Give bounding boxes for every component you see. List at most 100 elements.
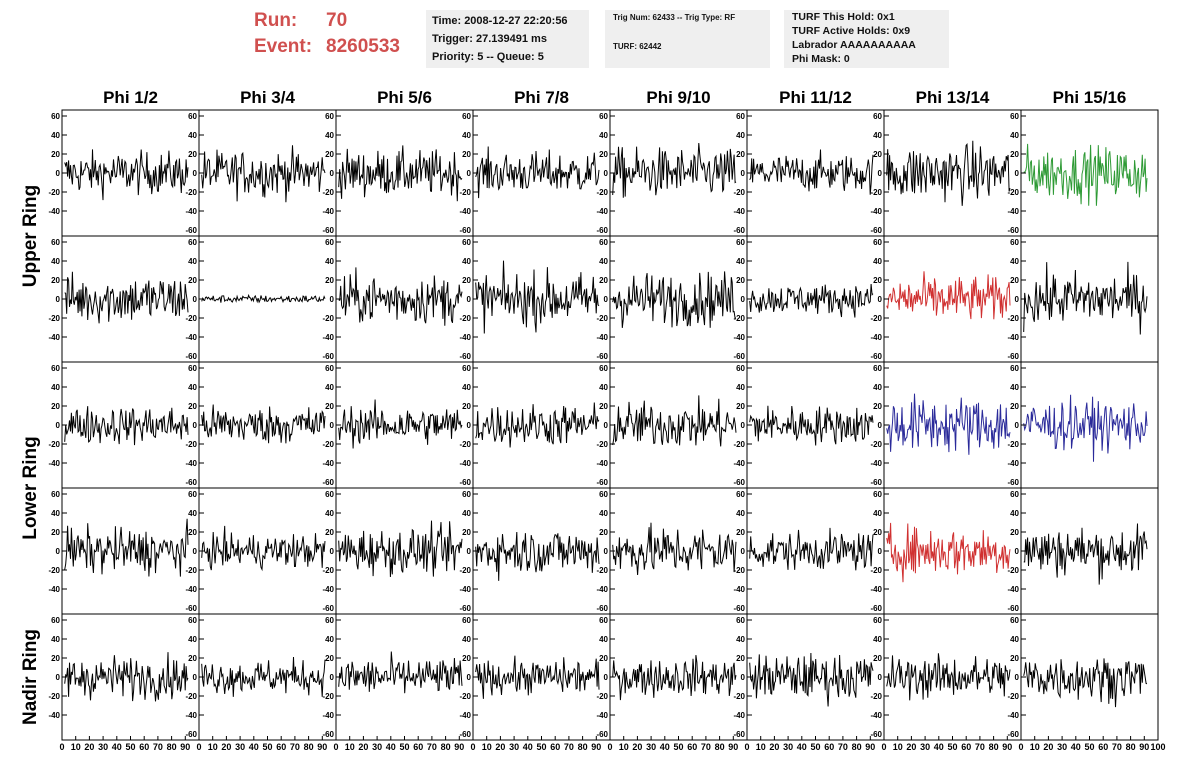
y-tick-label: -40 bbox=[1007, 711, 1019, 720]
y-tick-label: 40 bbox=[736, 509, 745, 518]
y-tick-label: 0 bbox=[604, 169, 609, 178]
y-tick-label: 20 bbox=[51, 402, 60, 411]
y-tick-label: 20 bbox=[462, 150, 471, 159]
x-tick-label: 90 bbox=[1139, 742, 1149, 752]
y-tick-label: 0 bbox=[330, 547, 335, 556]
y-tick-label: -20 bbox=[596, 188, 608, 197]
y-tick-label: -40 bbox=[48, 207, 60, 216]
column-header: Phi 3/4 bbox=[240, 88, 295, 107]
x-tick-label: 40 bbox=[249, 742, 259, 752]
y-tick-label: 0 bbox=[878, 547, 883, 556]
x-tick-label: 80 bbox=[578, 742, 588, 752]
y-tick-label: -20 bbox=[48, 440, 60, 449]
y-tick-label: 0 bbox=[604, 547, 609, 556]
waveform-trace bbox=[338, 520, 463, 578]
waveform-trace bbox=[612, 522, 737, 576]
y-tick-label: 40 bbox=[873, 383, 882, 392]
y-tick-label: -60 bbox=[596, 226, 608, 235]
waveform-trace bbox=[201, 525, 326, 572]
time-line: Time: 2008-12-27 22:20:56 bbox=[432, 15, 568, 27]
y-tick-label: 20 bbox=[599, 528, 608, 537]
waveform-trace bbox=[749, 527, 874, 571]
y-tick-label: 40 bbox=[51, 131, 60, 140]
run-label: Run: bbox=[254, 10, 298, 31]
y-tick-label: -20 bbox=[185, 314, 197, 323]
y-tick-label: 60 bbox=[1010, 490, 1019, 499]
x-tick-label: 10 bbox=[208, 742, 218, 752]
y-tick-label: 0 bbox=[193, 421, 198, 430]
y-tick-label: 20 bbox=[873, 402, 882, 411]
y-tick-label: 0 bbox=[467, 421, 472, 430]
y-tick-label: -60 bbox=[870, 730, 882, 739]
y-tick-label: 20 bbox=[736, 276, 745, 285]
y-tick-label: 0 bbox=[330, 169, 335, 178]
y-tick-label: 40 bbox=[1010, 131, 1019, 140]
trig-num-line: Trig Num: 62433 -- Trig Type: RF bbox=[613, 13, 736, 22]
x-tick-label: 70 bbox=[564, 742, 574, 752]
y-tick-label: 60 bbox=[1010, 112, 1019, 121]
x-tick-label: 80 bbox=[304, 742, 314, 752]
trig-info-box: Trig Num: 62433 -- Trig Type: RF TURF: 6… bbox=[605, 10, 770, 68]
y-tick-label: -40 bbox=[596, 585, 608, 594]
y-tick-label: 40 bbox=[1010, 383, 1019, 392]
y-tick-label: -40 bbox=[870, 333, 882, 342]
y-tick-label: 40 bbox=[462, 509, 471, 518]
y-tick-label: 40 bbox=[188, 509, 197, 518]
y-tick-label: 20 bbox=[599, 276, 608, 285]
y-tick-label: 60 bbox=[873, 112, 882, 121]
y-tick-label: -20 bbox=[185, 692, 197, 701]
y-tick-label: -40 bbox=[459, 459, 471, 468]
y-tick-label: 60 bbox=[1010, 616, 1019, 625]
y-tick-label: -60 bbox=[870, 352, 882, 361]
y-tick-label: 0 bbox=[330, 295, 335, 304]
x-tick-label: 40 bbox=[112, 742, 122, 752]
y-tick-label: 40 bbox=[1010, 635, 1019, 644]
y-tick-label: 60 bbox=[599, 238, 608, 247]
x-tick-label: 0 bbox=[744, 742, 749, 752]
y-tick-label: -60 bbox=[733, 730, 745, 739]
y-tick-label: -60 bbox=[870, 226, 882, 235]
y-tick-label: 20 bbox=[873, 276, 882, 285]
x-tick-label: 0 bbox=[881, 742, 886, 752]
x-tick-label: 60 bbox=[139, 742, 149, 752]
y-tick-label: 40 bbox=[325, 635, 334, 644]
x-tick-label: 50 bbox=[536, 742, 546, 752]
y-tick-label: -60 bbox=[185, 604, 197, 613]
y-tick-label: -20 bbox=[733, 188, 745, 197]
y-tick-label: -20 bbox=[459, 188, 471, 197]
y-tick-label: -60 bbox=[733, 226, 745, 235]
waveform-trace bbox=[1023, 394, 1148, 462]
y-tick-label: 40 bbox=[325, 383, 334, 392]
y-tick-label: 0 bbox=[56, 295, 61, 304]
waveform-trace bbox=[749, 405, 874, 446]
y-tick-label: 20 bbox=[188, 528, 197, 537]
y-tick-label: -60 bbox=[1007, 478, 1019, 487]
y-tick-label: -20 bbox=[322, 566, 334, 575]
y-tick-label: -40 bbox=[322, 585, 334, 594]
x-tick-label: 60 bbox=[687, 742, 697, 752]
y-tick-label: 0 bbox=[1015, 295, 1020, 304]
y-tick-label: -40 bbox=[185, 207, 197, 216]
y-tick-label: 40 bbox=[188, 635, 197, 644]
y-tick-label: 0 bbox=[56, 169, 61, 178]
x-tick-label: 30 bbox=[372, 742, 382, 752]
y-tick-label: 20 bbox=[188, 276, 197, 285]
y-tick-label: 40 bbox=[51, 383, 60, 392]
y-tick-label: 20 bbox=[1010, 276, 1019, 285]
y-tick-label: -40 bbox=[459, 585, 471, 594]
waveform-trace bbox=[201, 656, 326, 697]
x-tick-label: 20 bbox=[358, 742, 368, 752]
y-tick-label: -40 bbox=[1007, 207, 1019, 216]
y-tick-label: 60 bbox=[462, 238, 471, 247]
x-tick-label: 30 bbox=[1057, 742, 1067, 752]
x-tick-label: 20 bbox=[906, 742, 916, 752]
y-tick-label: 20 bbox=[736, 528, 745, 537]
y-tick-label: 40 bbox=[51, 509, 60, 518]
waveform-trace bbox=[749, 283, 874, 318]
y-tick-label: 0 bbox=[467, 295, 472, 304]
y-tick-label: -40 bbox=[1007, 585, 1019, 594]
y-tick-label: 40 bbox=[325, 131, 334, 140]
x-tick-label: 30 bbox=[98, 742, 108, 752]
x-tick-label: 50 bbox=[810, 742, 820, 752]
